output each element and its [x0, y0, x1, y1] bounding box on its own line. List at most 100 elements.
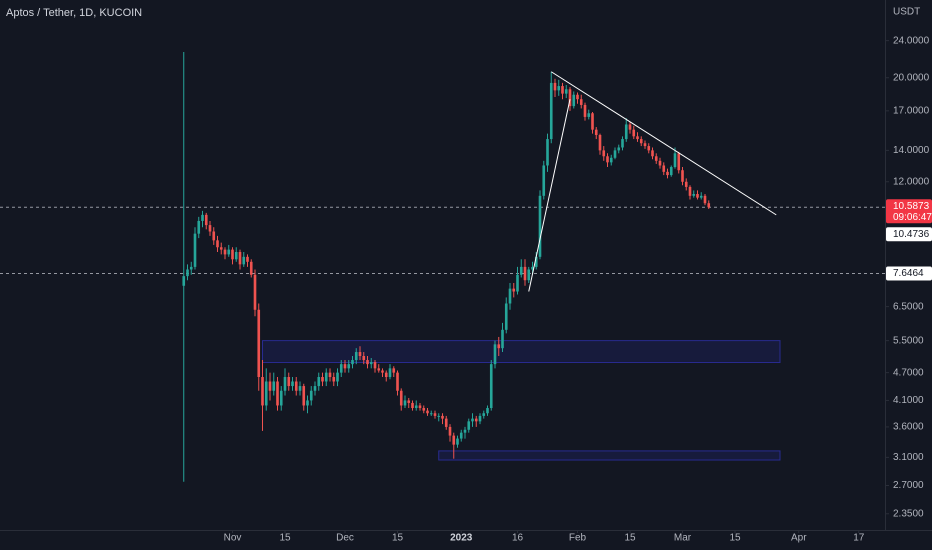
candle-body — [219, 247, 223, 250]
candle-body — [294, 381, 298, 391]
candle-body — [576, 94, 579, 100]
candle-body — [441, 415, 444, 419]
candle-body — [261, 377, 264, 406]
countdown: 09:06:47 — [893, 212, 932, 223]
y-tick-label: 2.7000 — [893, 480, 924, 491]
candle-body — [197, 220, 201, 234]
candle-body — [501, 329, 504, 349]
candle-body — [681, 170, 684, 182]
candle-body — [287, 377, 291, 387]
price-label-box — [886, 199, 932, 224]
candle-body — [328, 372, 332, 378]
candle-body — [647, 146, 651, 151]
candle-body — [669, 167, 673, 176]
candle-body — [249, 261, 253, 275]
x-tick-label: Nov — [224, 533, 242, 544]
candle-body — [422, 408, 426, 411]
y-tick-label: 3.1000 — [893, 452, 924, 463]
candle-body — [467, 421, 471, 430]
candle-body — [587, 113, 591, 117]
candle-body — [696, 194, 699, 198]
candle-body — [212, 231, 216, 241]
candle-body — [418, 405, 422, 409]
x-tick-label: 15 — [729, 533, 741, 544]
candle-body — [602, 150, 606, 157]
y-tick-label: 24.0000 — [893, 35, 930, 46]
candle-body — [189, 266, 193, 270]
candle-body — [516, 274, 519, 292]
candle-body — [448, 426, 452, 436]
candle-body — [486, 408, 489, 414]
candle-body — [216, 240, 219, 248]
candle-body — [437, 415, 441, 417]
candle-body — [407, 400, 411, 403]
candle-body — [699, 195, 703, 198]
marker-label-box — [886, 227, 932, 242]
candle-body — [264, 381, 268, 406]
candle-body — [238, 251, 242, 265]
y-tick-label: 6.5000 — [893, 301, 924, 312]
candle-body — [186, 269, 189, 277]
candle-body — [433, 413, 437, 416]
candle-body — [317, 377, 321, 387]
candle-body — [302, 386, 306, 406]
candle-body — [384, 372, 388, 378]
candle-body — [381, 370, 384, 373]
candle-body — [497, 344, 501, 349]
candle-body — [452, 435, 456, 445]
candle-body — [504, 303, 508, 330]
candle-body — [606, 156, 609, 163]
candle-body — [459, 432, 463, 439]
x-tick-label: Apr — [791, 533, 807, 544]
candle-body — [564, 89, 568, 94]
candle-body — [373, 362, 377, 369]
candle-body — [351, 360, 354, 365]
candle-body — [677, 153, 681, 171]
candle-body — [632, 129, 636, 137]
candle-body — [339, 364, 343, 373]
candle-body — [336, 372, 339, 382]
candle-body — [591, 113, 594, 130]
candle-body — [684, 181, 688, 187]
candle-body — [201, 214, 204, 221]
candle-body — [347, 364, 351, 369]
x-tick-label: 15 — [392, 533, 404, 544]
y-tick-label: 20.0000 — [893, 72, 930, 83]
candle-body — [377, 368, 381, 371]
candle-body — [366, 360, 369, 365]
candle-body — [414, 405, 418, 409]
candle-body — [369, 362, 373, 365]
candle-body — [223, 249, 227, 255]
x-tick-label: 2023 — [450, 533, 473, 544]
candle-body — [396, 372, 399, 391]
candle-body — [673, 153, 677, 168]
y-tick-label: 4.1000 — [893, 395, 924, 406]
candle-body — [279, 390, 283, 406]
candle-body — [272, 381, 276, 391]
candle-body — [531, 266, 534, 270]
trendline — [528, 99, 571, 292]
candle-body — [362, 356, 366, 361]
candle-body — [561, 86, 564, 94]
candle-body — [253, 274, 257, 310]
candle-body — [426, 410, 429, 414]
candle-body — [411, 402, 414, 409]
candle-body — [549, 82, 553, 140]
candle-body — [489, 364, 493, 409]
candle-body — [388, 368, 392, 378]
candle-body — [527, 269, 531, 281]
x-tick-label: 17 — [853, 533, 865, 544]
candle-body — [444, 418, 448, 427]
zone — [438, 450, 781, 461]
candle-body — [204, 214, 208, 226]
candle-body — [321, 377, 324, 382]
y-tick-label: 5.5000 — [893, 335, 924, 346]
candle-body — [246, 256, 249, 262]
y-tick-label: 3.6000 — [893, 422, 924, 433]
candle-body — [268, 381, 272, 391]
candle-body — [692, 194, 696, 196]
candle-body — [482, 413, 486, 416]
candle-body — [463, 429, 467, 433]
